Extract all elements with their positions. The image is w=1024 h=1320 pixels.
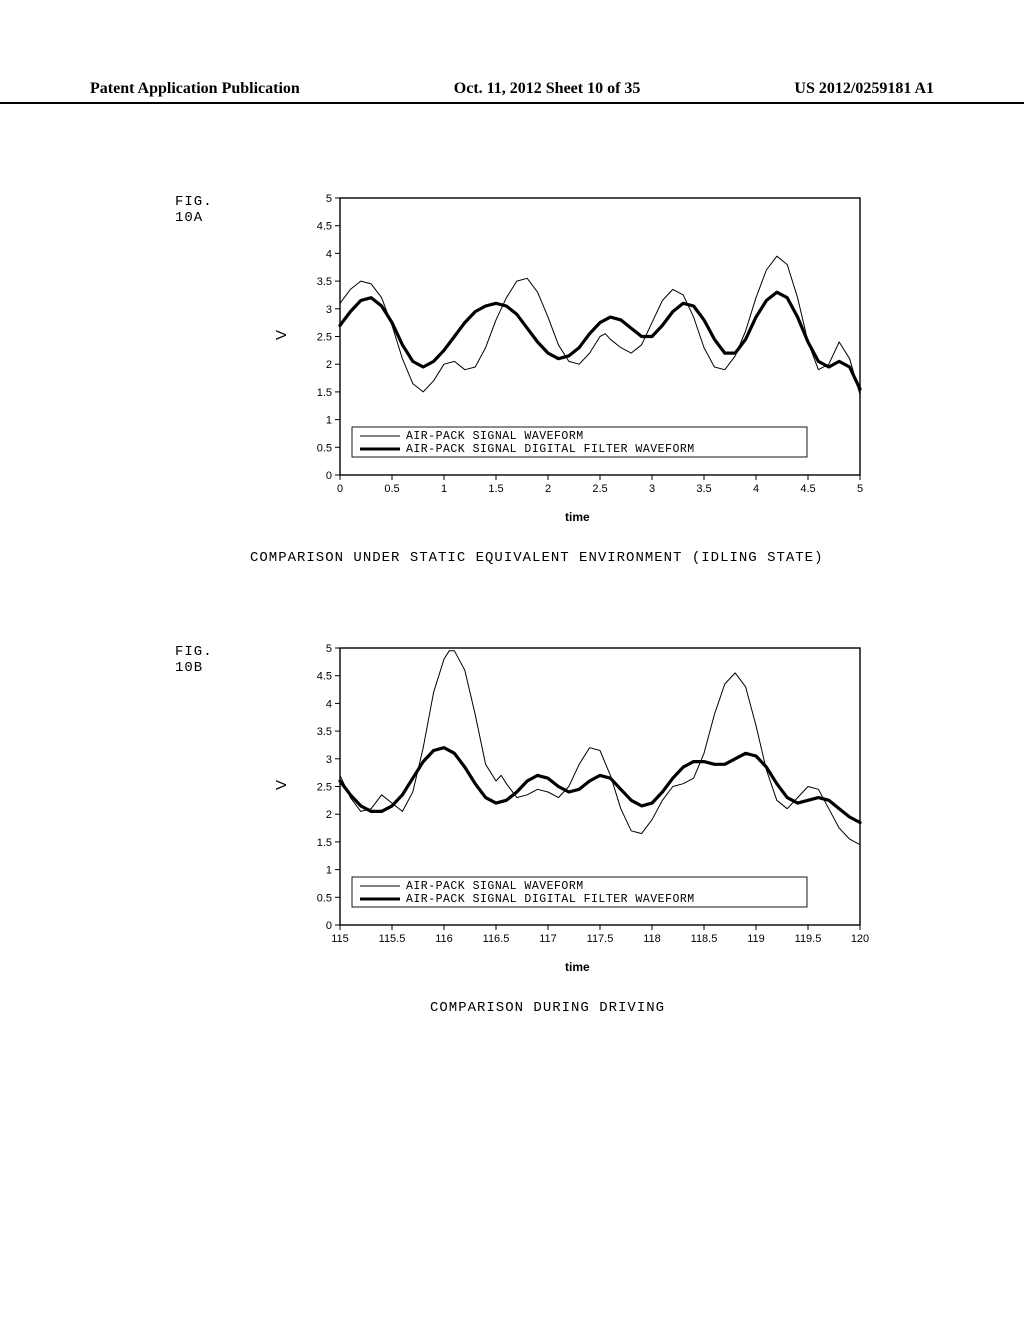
svg-text:0.5: 0.5 xyxy=(317,892,332,904)
svg-text:AIR-PACK SIGNAL DIGITAL FILTER: AIR-PACK SIGNAL DIGITAL FILTER WAVEFORM xyxy=(406,443,695,456)
svg-text:0: 0 xyxy=(326,920,332,932)
svg-text:1: 1 xyxy=(326,865,332,877)
svg-text:115.5: 115.5 xyxy=(379,933,406,945)
svg-text:2: 2 xyxy=(545,483,551,495)
svg-text:119: 119 xyxy=(747,933,765,945)
svg-text:4: 4 xyxy=(753,483,759,495)
svg-text:116.5: 116.5 xyxy=(483,933,510,945)
page-header: Patent Application Publication Oct. 11, … xyxy=(0,80,1024,104)
figure-10a-chart: 0 0.5 1 1.5 2 2.5 3 3.5 4 4.5 5 0 0.5 1 1.5 2 2.5 3 3.5 4 4.… xyxy=(295,190,870,505)
svg-text:0.5: 0.5 xyxy=(384,483,399,495)
svg-text:118: 118 xyxy=(643,933,661,945)
svg-text:4.5: 4.5 xyxy=(800,483,815,495)
header-center: Oct. 11, 2012 Sheet 10 of 35 xyxy=(454,80,641,98)
svg-text:4: 4 xyxy=(326,698,332,710)
svg-text:2: 2 xyxy=(326,809,332,821)
svg-text:AIR-PACK SIGNAL WAVEFORM: AIR-PACK SIGNAL WAVEFORM xyxy=(406,430,584,443)
figure-10a-caption: COMPARISON UNDER STATIC EQUIVALENT ENVIR… xyxy=(250,550,823,566)
svg-text:1.5: 1.5 xyxy=(317,837,332,849)
svg-text:1: 1 xyxy=(326,415,332,427)
svg-text:3: 3 xyxy=(326,304,332,316)
figure-10b-chart: 0 0.5 1 1.5 2 2.5 3 3.5 4 4.5 5 115 115.5 116 116.5 117… xyxy=(295,640,870,955)
svg-text:1: 1 xyxy=(441,483,447,495)
svg-text:3.5: 3.5 xyxy=(317,276,332,288)
figure-10b-caption: COMPARISON DURING DRIVING xyxy=(430,1000,665,1016)
header-right: US 2012/0259181 A1 xyxy=(794,80,934,98)
svg-text:3.5: 3.5 xyxy=(317,726,332,738)
svg-text:117: 117 xyxy=(539,933,557,945)
svg-text:AIR-PACK SIGNAL DIGITAL FILTER: AIR-PACK SIGNAL DIGITAL FILTER WAVEFORM xyxy=(406,893,695,906)
svg-text:1.5: 1.5 xyxy=(488,483,503,495)
svg-text:4: 4 xyxy=(326,248,332,260)
svg-text:2.5: 2.5 xyxy=(592,483,607,495)
svg-text:3: 3 xyxy=(326,754,332,766)
svg-text:118.5: 118.5 xyxy=(691,933,718,945)
svg-text:117.5: 117.5 xyxy=(587,933,614,945)
svg-text:115: 115 xyxy=(331,933,349,945)
svg-text:4.5: 4.5 xyxy=(317,671,332,683)
svg-text:4.5: 4.5 xyxy=(317,221,332,233)
svg-text:0.5: 0.5 xyxy=(317,442,332,454)
figure-10b-ylabel: V xyxy=(273,780,290,790)
svg-text:1.5: 1.5 xyxy=(317,387,332,399)
svg-text:119.5: 119.5 xyxy=(795,933,822,945)
figure-10a-ylabel: V xyxy=(273,330,290,340)
header-left: Patent Application Publication xyxy=(90,80,300,98)
svg-text:3: 3 xyxy=(649,483,655,495)
svg-text:2: 2 xyxy=(326,359,332,371)
svg-text:0: 0 xyxy=(326,470,332,482)
svg-text:2.5: 2.5 xyxy=(317,332,332,344)
svg-text:5: 5 xyxy=(326,193,332,205)
svg-text:0: 0 xyxy=(337,483,343,495)
figure-10b-label: FIG. 10B xyxy=(175,644,213,676)
svg-text:AIR-PACK SIGNAL WAVEFORM: AIR-PACK SIGNAL WAVEFORM xyxy=(406,880,584,893)
svg-text:2.5: 2.5 xyxy=(317,782,332,794)
figure-10a-label: FIG. 10A xyxy=(175,194,213,226)
svg-text:120: 120 xyxy=(851,933,869,945)
svg-text:5: 5 xyxy=(326,643,332,655)
svg-text:3.5: 3.5 xyxy=(696,483,711,495)
svg-text:116: 116 xyxy=(435,933,453,945)
figure-10b-xlabel: time xyxy=(565,960,590,974)
svg-text:5: 5 xyxy=(857,483,863,495)
figure-10a-xlabel: time xyxy=(565,510,590,524)
